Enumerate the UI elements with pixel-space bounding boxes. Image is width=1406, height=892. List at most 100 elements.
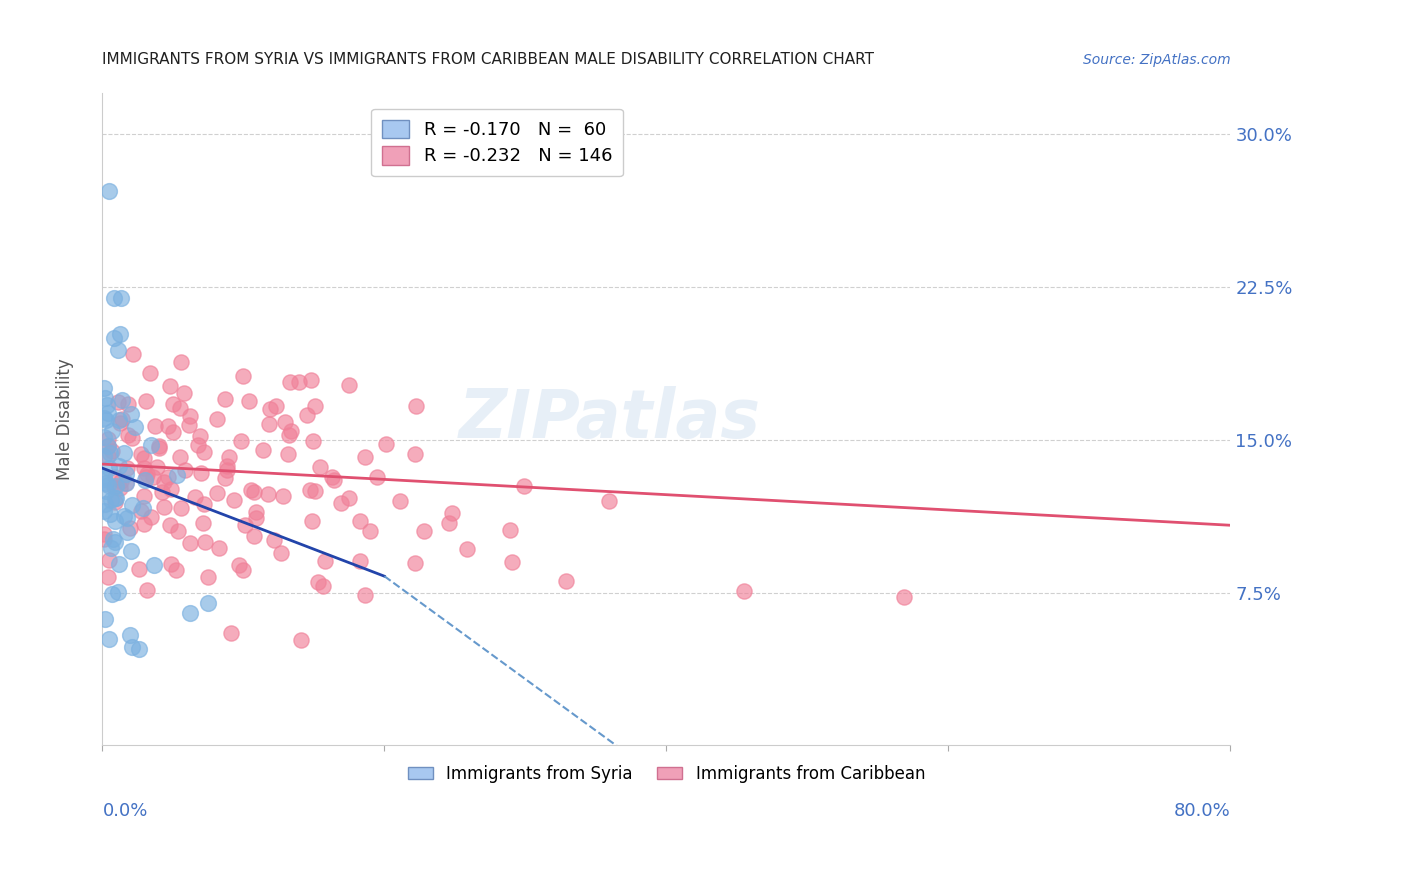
- Point: [121, 640, 143, 654]
- Point: [304, 399, 326, 413]
- Point: [98, 507, 121, 521]
- Point: [169, 450, 191, 464]
- Point: [103, 331, 125, 345]
- Point: [94, 391, 117, 405]
- Point: [136, 467, 159, 482]
- Point: [145, 459, 167, 474]
- Point: [93, 472, 115, 486]
- Point: [124, 420, 146, 434]
- Point: [314, 554, 336, 568]
- Point: [101, 425, 124, 439]
- Point: [115, 475, 138, 490]
- Point: [134, 451, 156, 466]
- Point: [157, 419, 180, 434]
- Point: [107, 557, 129, 571]
- Point: [117, 397, 139, 411]
- Point: [162, 397, 184, 411]
- Point: [101, 444, 124, 458]
- Point: [128, 641, 150, 656]
- Point: [166, 563, 188, 577]
- Point: [308, 459, 330, 474]
- Point: [103, 480, 125, 494]
- Point: [115, 510, 138, 524]
- Point: [112, 508, 135, 523]
- Point: [359, 524, 381, 538]
- Point: [302, 434, 325, 449]
- Point: [259, 417, 281, 432]
- Point: [129, 447, 152, 461]
- Point: [142, 470, 165, 484]
- Point: [143, 418, 166, 433]
- Point: [134, 473, 156, 487]
- Point: [207, 485, 229, 500]
- Point: [120, 544, 142, 558]
- Point: [173, 386, 195, 401]
- Point: [112, 445, 135, 459]
- Point: [132, 461, 155, 475]
- Point: [98, 184, 121, 198]
- Point: [93, 450, 115, 464]
- Point: [121, 498, 143, 512]
- Point: [97, 439, 120, 453]
- Point: [456, 542, 478, 557]
- Point: [298, 483, 321, 497]
- Point: [263, 533, 285, 548]
- Point: [278, 428, 301, 442]
- Point: [120, 407, 142, 421]
- Text: IMMIGRANTS FROM SYRIA VS IMMIGRANTS FROM CARIBBEAN MALE DISABILITY CORRELATION C: IMMIGRANTS FROM SYRIA VS IMMIGRANTS FROM…: [103, 52, 875, 67]
- Point: [301, 514, 323, 528]
- Point: [733, 584, 755, 599]
- Point: [404, 556, 426, 570]
- Point: [231, 434, 253, 449]
- Point: [108, 416, 131, 430]
- Legend: Immigrants from Syria, Immigrants from Caribbean: Immigrants from Syria, Immigrants from C…: [401, 758, 932, 789]
- Point: [337, 378, 360, 392]
- Point: [179, 606, 201, 620]
- Point: [153, 475, 176, 489]
- Point: [217, 458, 239, 473]
- Point: [108, 413, 131, 427]
- Point: [101, 533, 124, 547]
- Point: [239, 483, 262, 497]
- Point: [169, 401, 191, 415]
- Point: [156, 470, 179, 484]
- Point: [179, 409, 201, 424]
- Point: [135, 470, 157, 484]
- Point: [259, 402, 281, 417]
- Point: [295, 408, 318, 422]
- Point: [271, 489, 294, 503]
- Point: [323, 473, 346, 487]
- Point: [104, 470, 127, 484]
- Point: [349, 554, 371, 568]
- Point: [139, 510, 162, 524]
- Point: [117, 524, 139, 539]
- Point: [96, 475, 118, 490]
- Point: [153, 500, 176, 514]
- Point: [287, 375, 309, 389]
- Point: [219, 625, 242, 640]
- Point: [132, 500, 155, 515]
- Point: [242, 484, 264, 499]
- Point: [174, 463, 197, 477]
- Point: [129, 504, 152, 518]
- Point: [232, 368, 254, 383]
- Point: [104, 534, 127, 549]
- Point: [100, 541, 122, 556]
- Point: [98, 460, 121, 475]
- Point: [170, 500, 193, 515]
- Point: [94, 612, 117, 626]
- Point: [321, 470, 343, 484]
- Point: [187, 437, 209, 451]
- Point: [108, 458, 131, 473]
- Point: [104, 491, 127, 505]
- Point: [160, 557, 183, 571]
- Point: [555, 574, 578, 588]
- Point: [299, 374, 322, 388]
- Point: [117, 428, 139, 442]
- Point: [104, 479, 127, 493]
- Point: [103, 514, 125, 528]
- Point: [243, 529, 266, 543]
- Point: [93, 504, 115, 518]
- Point: [233, 517, 256, 532]
- Point: [98, 553, 121, 567]
